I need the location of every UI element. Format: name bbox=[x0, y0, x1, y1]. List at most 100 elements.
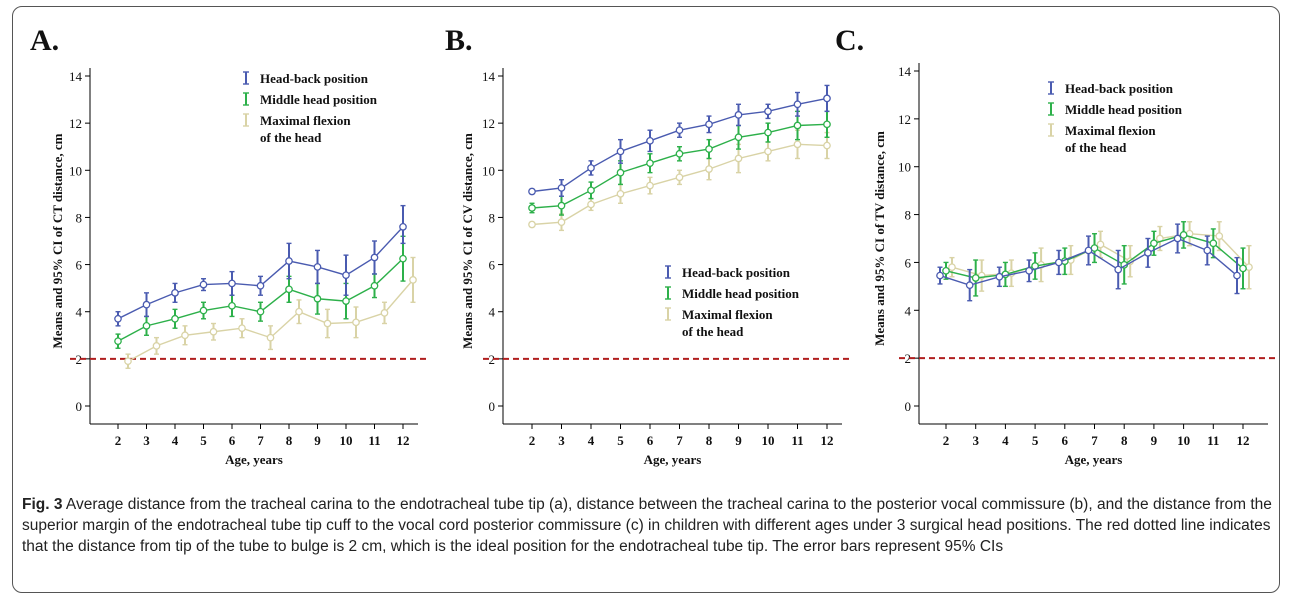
data-point bbox=[199, 280, 208, 289]
data-point bbox=[764, 107, 772, 116]
data-point bbox=[342, 271, 350, 280]
data-point bbox=[823, 120, 831, 129]
legend-label: Middle head position bbox=[1065, 102, 1183, 117]
y-tick-label: 0 bbox=[489, 399, 496, 414]
data-point bbox=[1233, 271, 1241, 280]
data-point bbox=[557, 184, 566, 192]
figure-frame bbox=[12, 6, 1280, 593]
y-axis-label: Means and 95% CI of CV distance, cm bbox=[460, 133, 475, 349]
y-tick-label: 6 bbox=[76, 258, 83, 273]
data-point bbox=[380, 309, 389, 317]
x-tick-label: 4 bbox=[172, 433, 179, 448]
data-point bbox=[171, 314, 179, 323]
x-tick-label: 11 bbox=[791, 433, 803, 448]
x-tick-label: 8 bbox=[706, 433, 713, 448]
x-tick-label: 8 bbox=[286, 433, 293, 448]
data-point bbox=[528, 220, 536, 229]
data-point bbox=[675, 173, 684, 182]
data-point bbox=[313, 294, 322, 303]
data-point bbox=[936, 271, 944, 280]
legend-label: Maximal flexion of the head bbox=[682, 307, 773, 339]
y-tick-label: 8 bbox=[905, 208, 912, 223]
data-point bbox=[675, 149, 684, 158]
data-point bbox=[370, 253, 379, 262]
x-tick-label: 5 bbox=[617, 433, 624, 448]
series-head-back bbox=[936, 223, 1241, 302]
data-point bbox=[1054, 258, 1063, 267]
x-tick-label: 4 bbox=[588, 433, 595, 448]
data-point bbox=[1173, 234, 1182, 243]
x-tick-label: 7 bbox=[676, 433, 683, 448]
data-point bbox=[764, 147, 772, 156]
y-tick-label: 10 bbox=[69, 163, 82, 178]
x-tick-label: 6 bbox=[1062, 433, 1069, 448]
y-tick-label: 8 bbox=[489, 210, 496, 225]
x-tick-label: 9 bbox=[314, 433, 321, 448]
legend-label: Head-back position bbox=[682, 265, 791, 280]
y-tick-label: 2 bbox=[489, 352, 496, 367]
data-point bbox=[285, 257, 293, 265]
data-point bbox=[646, 159, 654, 168]
data-point bbox=[528, 204, 536, 212]
x-tick-label: 6 bbox=[229, 433, 236, 448]
data-point bbox=[971, 274, 980, 282]
data-point bbox=[171, 289, 179, 297]
data-point bbox=[1144, 249, 1152, 257]
data-point bbox=[734, 111, 743, 119]
caption-text: Average distance from the tracheal carin… bbox=[22, 496, 1272, 555]
data-point bbox=[1084, 246, 1093, 255]
data-point bbox=[587, 164, 595, 172]
legend: Head-back position Middle head position Ma… bbox=[243, 71, 378, 145]
data-point bbox=[256, 281, 265, 290]
chart-panel-2: B. 0 2 4 6 8 10 12 14 2 3 4 5 6 7 8 9 10 11 12 Age, years Mea… bbox=[445, 24, 850, 467]
y-tick-label: 6 bbox=[489, 258, 496, 273]
y-tick-label: 4 bbox=[905, 303, 912, 318]
data-point bbox=[705, 120, 713, 129]
data-point bbox=[616, 190, 625, 198]
data-point bbox=[399, 223, 407, 231]
x-tick-label: 11 bbox=[368, 433, 380, 448]
y-tick-label: 4 bbox=[76, 305, 83, 320]
data-point bbox=[675, 126, 684, 135]
panel-label: B. bbox=[445, 24, 473, 57]
data-point bbox=[557, 201, 566, 210]
y-axis-label: Means and 95% CI of TV distance, cm bbox=[872, 131, 887, 346]
data-point bbox=[587, 186, 595, 195]
series-head-back bbox=[114, 204, 407, 327]
legend: Head-back position Middle head position Ma… bbox=[1048, 81, 1183, 155]
data-point bbox=[587, 200, 595, 209]
data-point bbox=[409, 276, 417, 284]
x-tick-label: 12 bbox=[397, 433, 410, 448]
data-point bbox=[142, 322, 151, 330]
x-tick-label: 3 bbox=[972, 433, 979, 448]
data-point bbox=[142, 300, 151, 309]
data-point bbox=[793, 140, 802, 149]
y-tick-label: 2 bbox=[76, 352, 83, 367]
data-point bbox=[705, 145, 713, 153]
legend-label: Middle head position bbox=[260, 92, 378, 107]
legend-label: Head-back position bbox=[260, 71, 369, 86]
x-tick-label: 5 bbox=[1032, 433, 1039, 448]
x-tick-label: 5 bbox=[200, 433, 207, 448]
y-tick-label: 0 bbox=[76, 399, 83, 414]
x-tick-label: 9 bbox=[1151, 433, 1158, 448]
data-point bbox=[370, 281, 379, 290]
data-point bbox=[557, 218, 566, 226]
figure-charts: A. 0 2 4 6 8 10 12 14 2 3 4 5 6 7 8 9 10 11 12 Age, years Mea… bbox=[30, 24, 1276, 467]
data-point bbox=[114, 337, 122, 346]
chart-panel-3: C. 0 2 4 6 8 10 12 14 2 3 4 5 6 7 8 9 10 11 12 Age, years Mea… bbox=[835, 24, 1276, 467]
x-tick-label: 2 bbox=[115, 433, 122, 448]
data-point bbox=[399, 254, 407, 263]
data-point bbox=[705, 165, 713, 173]
data-point bbox=[238, 324, 246, 333]
x-tick-label: 11 bbox=[1207, 433, 1219, 448]
data-point bbox=[295, 307, 303, 316]
y-tick-label: 8 bbox=[76, 210, 83, 225]
x-tick-label: 2 bbox=[529, 433, 536, 448]
data-point bbox=[616, 147, 625, 156]
x-tick-label: 12 bbox=[821, 433, 834, 448]
x-tick-label: 10 bbox=[762, 433, 775, 448]
x-tick-label: 7 bbox=[257, 433, 264, 448]
x-tick-label: 4 bbox=[1002, 433, 1009, 448]
data-point bbox=[1114, 265, 1123, 274]
